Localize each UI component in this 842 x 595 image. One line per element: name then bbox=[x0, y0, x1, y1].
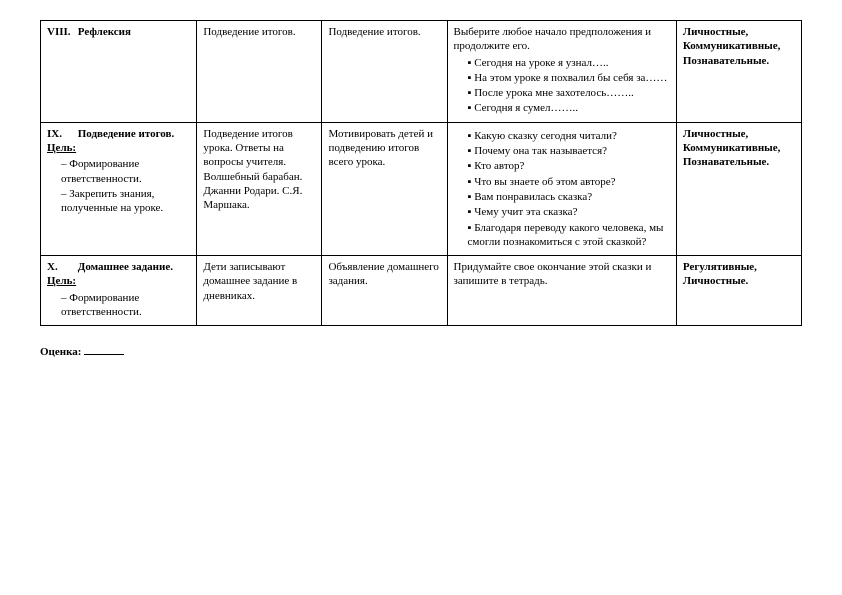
cell-col5: Регулятивные, Личностные. bbox=[676, 256, 801, 326]
roman-numeral: VIII. bbox=[47, 25, 75, 39]
cell-col3: Мотивировать детей и подведению итогов в… bbox=[322, 122, 447, 255]
roman-numeral: IX. bbox=[47, 127, 75, 141]
col4-intro: Выберите любое начало предположения и пр… bbox=[454, 26, 652, 52]
cell-col5: Личностные, Коммуникативные, Познаватель… bbox=[676, 122, 801, 255]
list-item: Благодаря переводу какого человека, мы с… bbox=[468, 221, 670, 250]
cell-col4: Какую сказку сегодня читали? Почему она … bbox=[447, 122, 676, 255]
cell-stage: X. Домашнее задание. Цель: Формирование … bbox=[41, 256, 197, 326]
table-row: VIII. Рефлексия Подведение итогов. Подве… bbox=[41, 21, 802, 123]
list-item: Сегодня на уроке я узнал….. bbox=[468, 56, 670, 70]
cell-col4: Выберите любое начало предположения и пр… bbox=[447, 21, 676, 123]
list-item: Что вы знаете об этом авторе? bbox=[468, 175, 670, 189]
cell-col2: Подведение итогов. bbox=[197, 21, 322, 123]
page: VIII. Рефлексия Подведение итогов. Подве… bbox=[0, 0, 842, 378]
cell-col5: Личностные, Коммуникативные, Познаватель… bbox=[676, 21, 801, 123]
footer: Оценка: bbox=[40, 344, 802, 358]
grade-label: Оценка: bbox=[40, 346, 81, 358]
list-item: Формирование ответственности. bbox=[61, 291, 190, 320]
list-item: Формирование ответственности. bbox=[61, 157, 190, 186]
cell-col4: Придумайте свое окончание этой сказки и … bbox=[447, 256, 676, 326]
cell-col2: Подведение итогов урока. Ответы на вопро… bbox=[197, 122, 322, 255]
list-item: Сегодня я сумел…….. bbox=[468, 101, 670, 115]
list-item: Почему она так называется? bbox=[468, 144, 670, 158]
cell-stage: VIII. Рефлексия bbox=[41, 21, 197, 123]
col4-list: Какую сказку сегодня читали? Почему она … bbox=[454, 129, 670, 249]
cell-col2: Дети записывают домашнее задание в дневн… bbox=[197, 256, 322, 326]
goal-list: Формирование ответственности. Закрепить … bbox=[47, 157, 190, 215]
stage-title: Домашнее задание. bbox=[78, 261, 173, 273]
table-row: X. Домашнее задание. Цель: Формирование … bbox=[41, 256, 802, 326]
list-item: Закрепить знания, полученные на уроке. bbox=[61, 187, 190, 216]
list-item: Чему учит эта сказка? bbox=[468, 205, 670, 219]
stage-title: Рефлексия bbox=[78, 26, 131, 38]
stage-title: Подведение итогов. bbox=[78, 128, 174, 140]
list-item: Кто автор? bbox=[468, 159, 670, 173]
goal-label: Цель: bbox=[47, 275, 76, 287]
goal-list: Формирование ответственности. bbox=[47, 291, 190, 320]
cell-col3: Подведение итогов. bbox=[322, 21, 447, 123]
cell-col3: Объявление домашнего задания. bbox=[322, 256, 447, 326]
list-item: На этом уроке я похвалил бы себя за…… bbox=[468, 71, 670, 85]
roman-numeral: X. bbox=[47, 260, 75, 274]
col4-list: Сегодня на уроке я узнал….. На этом урок… bbox=[454, 56, 670, 116]
lesson-table: VIII. Рефлексия Подведение итогов. Подве… bbox=[40, 20, 802, 326]
list-item: Вам понравилась сказка? bbox=[468, 190, 670, 204]
list-item: Какую сказку сегодня читали? bbox=[468, 129, 670, 143]
table-row: IX. Подведение итогов. Цель: Формировани… bbox=[41, 122, 802, 255]
grade-blank bbox=[84, 344, 124, 355]
goal-label: Цель: bbox=[47, 142, 76, 154]
col4-intro: Придумайте свое окончание этой сказки и … bbox=[454, 261, 652, 287]
cell-stage: IX. Подведение итогов. Цель: Формировани… bbox=[41, 122, 197, 255]
list-item: После урока мне захотелось…….. bbox=[468, 86, 670, 100]
